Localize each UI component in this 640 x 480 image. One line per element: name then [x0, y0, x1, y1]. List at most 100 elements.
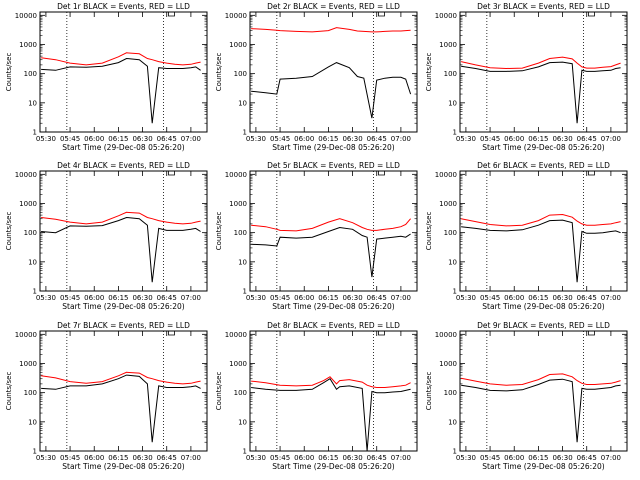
- detector-chart-8: Det 8r BLACK = Events, RED = LLD 1 10 100 10…: [215, 321, 418, 471]
- flag-mark: [588, 12, 595, 17]
- y-axis-label: Counts/sec: [5, 53, 13, 92]
- x-tick-label: 07:00: [601, 454, 621, 462]
- y-tick-label: 10000: [225, 171, 247, 179]
- black-events-line: [251, 62, 412, 119]
- x-tick-label: 06:45: [367, 294, 387, 302]
- x-tick-label: 06:15: [108, 454, 128, 462]
- x-tick-label: 06:45: [157, 454, 177, 462]
- black-events-line: [461, 378, 621, 443]
- y-tick-label: 10000: [435, 331, 457, 339]
- x-tick-label: 05:30: [36, 294, 56, 302]
- x-tick-label: 06:30: [132, 135, 152, 143]
- red-lld-line: [461, 373, 621, 386]
- plot-frame: [249, 11, 418, 133]
- x-tick-label: 06:00: [504, 454, 524, 462]
- chart-title: Det 8r BLACK = Events, RED = LLD: [267, 321, 400, 330]
- y-tick-label: 1: [33, 448, 37, 456]
- x-tick-label: 06:45: [157, 135, 177, 143]
- red-lld-line: [251, 218, 411, 232]
- y-tick-label: 10000: [15, 331, 37, 339]
- red-lld-line: [461, 213, 621, 227]
- plot-frame: [39, 170, 208, 292]
- y-tick-label: 10000: [15, 171, 37, 179]
- y-tick-label: 10: [448, 418, 457, 426]
- chart-title: Det 2r BLACK = Events, RED = LLD: [267, 2, 400, 11]
- red-lld-line: [41, 371, 201, 385]
- black-events-line: [41, 216, 201, 283]
- x-tick-label: 05:30: [456, 294, 476, 302]
- black-events-line: [461, 61, 621, 124]
- x-tick-label: 06:00: [84, 454, 104, 462]
- chart-title: Det 7r BLACK = Events, RED = LLD: [57, 321, 190, 330]
- x-tick-label: 05:30: [456, 135, 476, 143]
- y-tick-label: 10: [28, 258, 37, 266]
- y-tick-label: 10000: [435, 171, 457, 179]
- y-tick-label: 1000: [439, 41, 457, 49]
- x-tick-label: 06:30: [552, 294, 572, 302]
- plot-frame: [459, 330, 628, 452]
- detector-chart-9: Det 9r BLACK = Events, RED = LLD 1 10 100 10…: [425, 321, 628, 471]
- x-axis-label: Start Time (29-Dec-08 05:26:20): [62, 143, 184, 152]
- black-events-line: [41, 374, 201, 443]
- y-tick-label: 1000: [439, 200, 457, 208]
- y-tick-label: 10: [28, 418, 37, 426]
- x-tick-label: 06:15: [528, 294, 548, 302]
- x-tick-label: 07:00: [181, 294, 201, 302]
- x-tick-label: 06:30: [132, 454, 152, 462]
- x-tick-label: 07:00: [601, 135, 621, 143]
- x-tick-label: 06:45: [367, 135, 387, 143]
- detector-chart-1: Det 1r BLACK = Events, RED = LLD 1 10 100 10…: [5, 2, 208, 152]
- red-lld-line: [251, 27, 411, 33]
- y-tick-label: 100: [24, 70, 37, 78]
- y-axis-label: Counts/sec: [425, 53, 433, 92]
- y-tick-label: 1000: [229, 360, 247, 368]
- plot-frame: [249, 170, 418, 292]
- detector-chart-6: Det 6r BLACK = Events, RED = LLD 1 10 100 10…: [425, 161, 628, 311]
- plot-frame: [249, 330, 418, 452]
- red-lld-line: [41, 52, 201, 66]
- y-tick-label: 10: [448, 99, 457, 107]
- plot-frame: [459, 11, 628, 133]
- x-tick-label: 06:00: [294, 135, 314, 143]
- plot-frame: [39, 11, 208, 133]
- x-tick-label: 06:00: [84, 294, 104, 302]
- y-tick-label: 100: [234, 389, 247, 397]
- y-tick-label: 100: [234, 229, 247, 237]
- y-axis-label: Counts/sec: [425, 372, 433, 411]
- red-lld-line: [251, 376, 411, 388]
- x-tick-label: 07:00: [391, 294, 411, 302]
- x-axis-label: Start Time (29-Dec-08 05:26:20): [482, 302, 604, 311]
- black-events-line: [251, 378, 411, 452]
- flag-mark: [588, 171, 595, 176]
- flag-mark: [378, 12, 385, 17]
- y-tick-label: 1000: [439, 360, 457, 368]
- y-tick-label: 100: [444, 229, 457, 237]
- x-tick-label: 05:45: [270, 135, 290, 143]
- flag-mark: [378, 331, 385, 336]
- flag-mark: [378, 171, 385, 176]
- x-tick-label: 06:30: [342, 135, 362, 143]
- y-axis-label: Counts/sec: [5, 212, 13, 251]
- x-tick-label: 05:30: [36, 454, 56, 462]
- red-lld-line: [460, 56, 621, 70]
- flag-mark: [168, 171, 175, 176]
- x-tick-label: 05:45: [60, 135, 80, 143]
- y-axis-label: Counts/sec: [215, 212, 223, 251]
- x-axis-label: Start Time (29-Dec-08 05:26:20): [62, 462, 184, 471]
- y-tick-label: 1: [243, 448, 247, 456]
- y-tick-label: 1: [453, 129, 457, 137]
- x-tick-label: 07:00: [181, 135, 201, 143]
- chart-title: Det 3r BLACK = Events, RED = LLD: [477, 2, 610, 11]
- x-axis-label: Start Time (29-Dec-08 05:26:20): [62, 302, 184, 311]
- detector-chart-5: Det 5r BLACK = Events, RED = LLD 1 10 100 10…: [215, 161, 418, 311]
- y-tick-label: 10: [238, 99, 247, 107]
- black-events-line: [251, 226, 411, 278]
- y-tick-label: 1: [243, 288, 247, 296]
- x-tick-label: 05:30: [246, 294, 266, 302]
- y-tick-label: 1000: [229, 200, 247, 208]
- x-tick-label: 06:15: [318, 294, 338, 302]
- x-tick-label: 05:45: [480, 454, 500, 462]
- y-tick-label: 100: [234, 70, 247, 78]
- x-tick-label: 05:45: [60, 454, 80, 462]
